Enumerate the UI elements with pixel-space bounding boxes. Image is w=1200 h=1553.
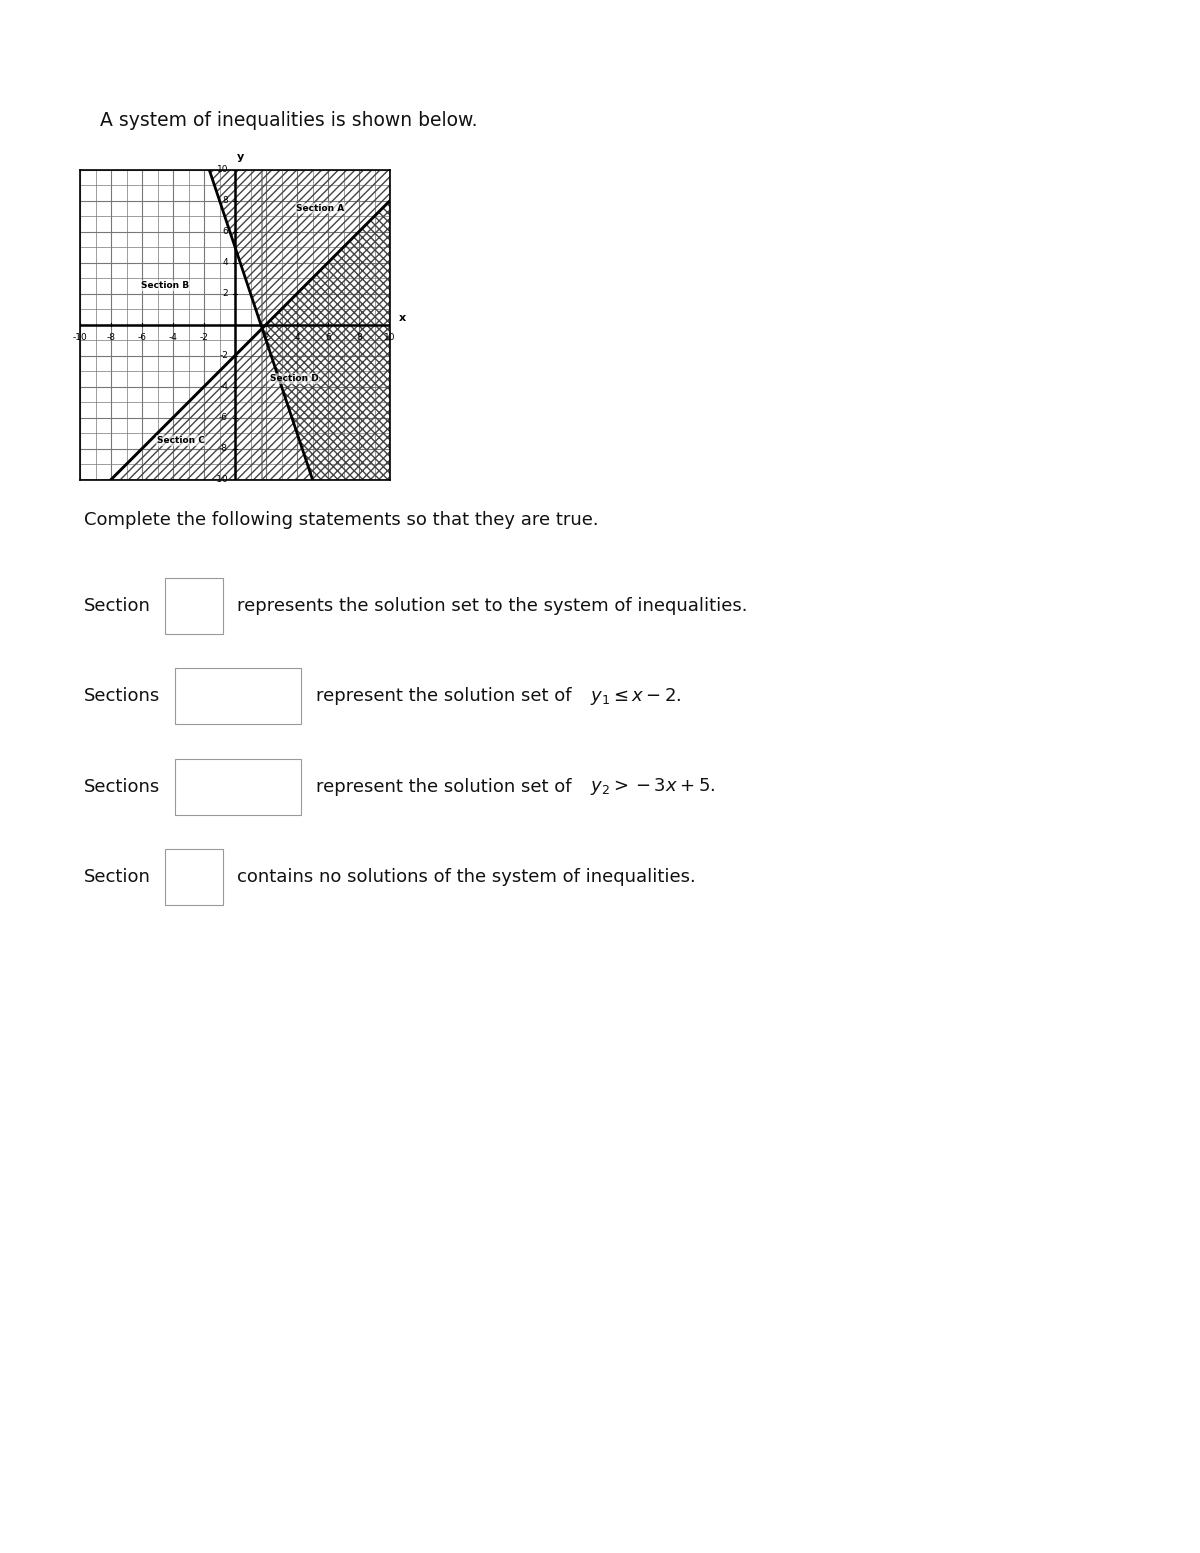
Text: x: x — [398, 314, 406, 323]
Text: 10: 10 — [216, 165, 228, 174]
FancyBboxPatch shape — [166, 849, 223, 905]
Text: Section C: Section C — [157, 436, 205, 446]
Text: Section: Section — [84, 596, 151, 615]
Text: 2: 2 — [263, 332, 269, 342]
Text: 2: 2 — [222, 289, 228, 298]
Text: -10: -10 — [214, 475, 228, 485]
Text: Section D: Section D — [270, 374, 318, 384]
Text: represent the solution set of: represent the solution set of — [316, 688, 577, 705]
Text: -10: -10 — [73, 332, 88, 342]
Text: ∨: ∨ — [288, 783, 295, 790]
FancyBboxPatch shape — [175, 759, 301, 815]
Text: Section B: Section B — [142, 281, 190, 290]
Text: -8: -8 — [107, 332, 115, 342]
Text: Sections: Sections — [84, 688, 161, 705]
Text: 4: 4 — [294, 332, 300, 342]
Text: Section: Section — [84, 868, 151, 887]
Text: Sections: Sections — [84, 778, 161, 795]
Text: -2: -2 — [220, 351, 228, 360]
Text: $y_1 \leq x - 2.$: $y_1 \leq x - 2.$ — [590, 686, 682, 707]
Text: $y_2 > -3x + 5.$: $y_2 > -3x + 5.$ — [590, 776, 715, 797]
Text: contains no solutions of the system of inequalities.: contains no solutions of the system of i… — [238, 868, 696, 887]
Text: A system of inequalities is shown below.: A system of inequalities is shown below. — [101, 110, 478, 129]
Text: -4: -4 — [220, 382, 228, 391]
FancyBboxPatch shape — [175, 668, 301, 724]
Text: ∨: ∨ — [288, 693, 295, 700]
Text: Complete the following statements so that they are true.: Complete the following statements so tha… — [84, 511, 599, 530]
Text: -2: -2 — [199, 332, 209, 342]
Text: 6: 6 — [222, 227, 228, 236]
Text: -6: -6 — [138, 332, 146, 342]
Text: 10: 10 — [384, 332, 396, 342]
Text: -6: -6 — [220, 413, 228, 422]
FancyBboxPatch shape — [166, 578, 223, 634]
Text: ∨: ∨ — [210, 873, 216, 882]
Text: y: y — [236, 152, 244, 162]
Text: represents the solution set to the system of inequalities.: represents the solution set to the syste… — [238, 596, 748, 615]
Text: 6: 6 — [325, 332, 331, 342]
Text: -4: -4 — [168, 332, 178, 342]
Text: 8: 8 — [222, 196, 228, 205]
Text: -8: -8 — [220, 444, 228, 453]
Text: 4: 4 — [222, 258, 228, 267]
Text: represent the solution set of: represent the solution set of — [316, 778, 577, 795]
Text: 8: 8 — [356, 332, 362, 342]
Text: Section A: Section A — [296, 203, 344, 213]
Text: ∨: ∨ — [210, 601, 216, 610]
